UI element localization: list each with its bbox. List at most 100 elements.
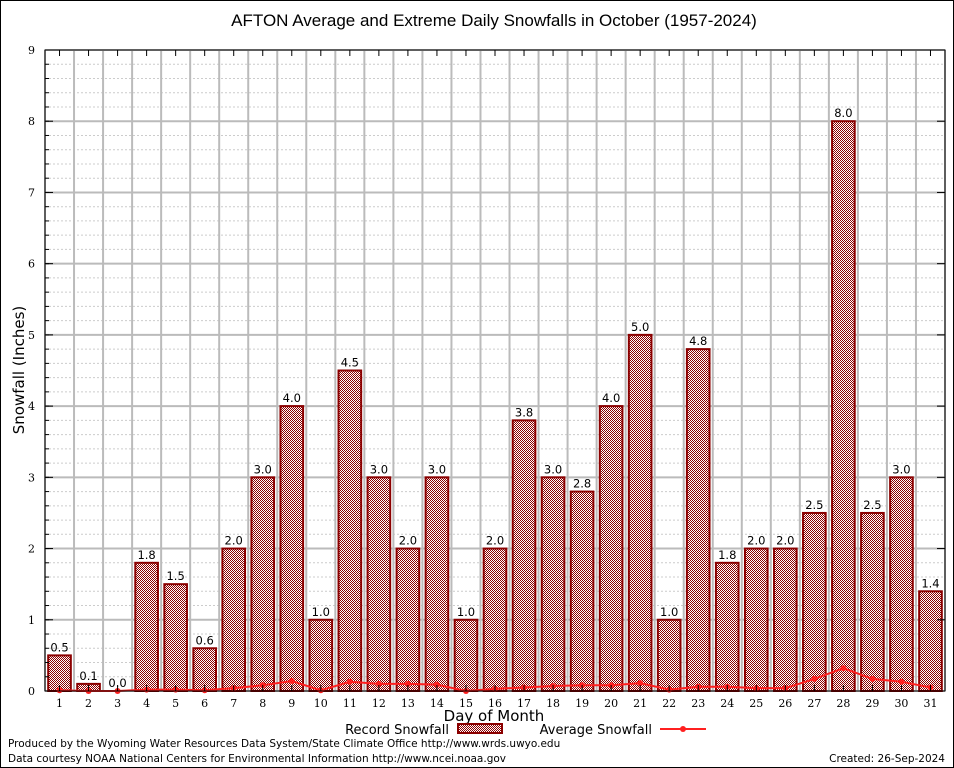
average-point-day-11 bbox=[346, 678, 353, 685]
data-label-day-4: 1.8 bbox=[137, 548, 155, 562]
x-tick-label: 19 bbox=[575, 697, 589, 710]
bar-day-23 bbox=[685, 348, 711, 692]
bar-day-21 bbox=[627, 333, 653, 692]
data-label-day-1: 0.5 bbox=[50, 640, 68, 654]
x-tick-label: 4 bbox=[143, 697, 150, 710]
data-label-day-19: 2.8 bbox=[573, 477, 591, 491]
bar-day-18 bbox=[540, 476, 566, 693]
x-tick-label: 21 bbox=[633, 697, 647, 710]
y-axis-label: Snowfall (Inches) bbox=[10, 306, 28, 434]
legend: Record Snowfall Average Snowfall bbox=[345, 723, 706, 738]
y-tick-label: 5 bbox=[28, 329, 35, 342]
data-label-day-17: 3.8 bbox=[515, 405, 533, 419]
bar-day-25 bbox=[743, 547, 769, 692]
x-tick-label: 13 bbox=[401, 697, 415, 710]
bar-day-31 bbox=[918, 590, 943, 692]
bar-day-5 bbox=[163, 583, 188, 693]
chart-title: AFTON Average and Extreme Daily Snowfall… bbox=[231, 11, 757, 30]
bar-day-20 bbox=[598, 405, 624, 692]
data-label-day-18: 3.0 bbox=[544, 462, 562, 476]
data-label-day-5: 1.5 bbox=[166, 569, 184, 583]
data-label-day-30: 3.0 bbox=[892, 462, 910, 476]
data-label-day-16: 2.0 bbox=[486, 534, 504, 548]
x-tick-label: 15 bbox=[459, 697, 473, 710]
footer-created: Created: 26-Sep-2024 bbox=[829, 753, 945, 765]
data-label-day-3: 0.0 bbox=[108, 676, 126, 690]
x-tick-label: 16 bbox=[488, 697, 502, 710]
bar-day-11 bbox=[337, 369, 363, 692]
bar-day-4 bbox=[134, 561, 159, 692]
x-tick-label: 11 bbox=[343, 697, 357, 710]
legend-label-record: Record Snowfall bbox=[345, 723, 449, 738]
average-point-day-9 bbox=[288, 678, 295, 685]
bar-day-29 bbox=[860, 511, 885, 693]
x-tick-label: 2 bbox=[85, 697, 92, 710]
x-tick-label: 12 bbox=[372, 697, 386, 710]
y-tick-label: 8 bbox=[28, 115, 35, 128]
x-tick-label: 30 bbox=[894, 697, 908, 710]
average-point-day-28 bbox=[840, 665, 847, 672]
x-tick-label: 28 bbox=[836, 697, 850, 710]
bar-day-9 bbox=[279, 405, 305, 692]
legend-label-average: Average Snowfall bbox=[540, 723, 652, 738]
data-label-day-25: 2.0 bbox=[747, 534, 765, 548]
x-tick-label: 22 bbox=[662, 697, 676, 710]
bar-day-15 bbox=[453, 618, 479, 692]
average-point-day-30 bbox=[898, 678, 905, 685]
data-label-day-21: 5.0 bbox=[631, 320, 649, 334]
y-tick-label: 2 bbox=[28, 543, 35, 556]
bar-day-14 bbox=[424, 476, 450, 693]
bar-day-8 bbox=[250, 476, 276, 693]
x-tick-label: 8 bbox=[259, 697, 266, 710]
x-axis-label: Day of Month bbox=[444, 707, 545, 725]
footer-data-courtesy: Data courtesy NOAA National Centers for … bbox=[8, 753, 506, 765]
bar-day-17 bbox=[511, 419, 537, 692]
y-tick-label: 7 bbox=[28, 186, 35, 199]
data-label-day-9: 4.0 bbox=[283, 391, 301, 405]
bar-day-28 bbox=[831, 120, 856, 692]
x-tick-label: 18 bbox=[546, 697, 560, 710]
footer-produced-by: Produced by the Wyoming Water Resources … bbox=[8, 738, 560, 750]
x-tick-label: 9 bbox=[288, 697, 295, 710]
data-label-day-15: 1.0 bbox=[457, 605, 475, 619]
x-tick-label: 1 bbox=[56, 697, 63, 710]
y-tick-label: 1 bbox=[28, 614, 35, 627]
x-tick-label: 25 bbox=[749, 697, 763, 710]
x-tick-label: 6 bbox=[201, 697, 208, 710]
x-tick-label: 3 bbox=[114, 697, 121, 710]
bar-day-7 bbox=[221, 547, 247, 692]
bar-day-13 bbox=[395, 547, 421, 692]
bar-day-27 bbox=[802, 511, 827, 693]
average-point-day-12 bbox=[375, 680, 382, 687]
y-tick-label: 9 bbox=[28, 44, 35, 57]
average-point-day-13 bbox=[404, 680, 411, 687]
bar-day-6 bbox=[192, 647, 218, 692]
data-label-day-29: 2.5 bbox=[863, 498, 881, 512]
data-label-day-22: 1.0 bbox=[660, 605, 678, 619]
x-tick-label: 14 bbox=[430, 697, 444, 710]
bar-day-30 bbox=[889, 476, 914, 693]
x-tick-label: 23 bbox=[691, 697, 705, 710]
bar-day-12 bbox=[366, 476, 392, 693]
bars: 0.5 0.1 0.0 1.8 1.5 0.6 2.0 3.0 4.0 1.0 4.5 3.0 2.0 3… bbox=[47, 106, 943, 693]
y-tick-label: 3 bbox=[28, 471, 35, 484]
average-point-day-29 bbox=[869, 675, 876, 682]
bar-day-24 bbox=[714, 561, 740, 692]
x-tick-label: 27 bbox=[807, 697, 821, 710]
data-label-day-14: 3.0 bbox=[428, 462, 446, 476]
bar-day-19 bbox=[569, 490, 595, 693]
y-tick-label: 6 bbox=[28, 258, 35, 271]
data-label-day-27: 2.5 bbox=[805, 498, 823, 512]
data-label-day-2: 0.1 bbox=[79, 669, 97, 683]
data-label-day-7: 2.0 bbox=[225, 534, 243, 548]
x-tick-label: 24 bbox=[720, 697, 734, 710]
x-tick-label: 5 bbox=[172, 697, 179, 710]
average-point-day-14 bbox=[433, 681, 440, 688]
data-label-day-8: 3.0 bbox=[254, 462, 272, 476]
data-label-day-10: 1.0 bbox=[312, 605, 330, 619]
data-label-day-23: 4.8 bbox=[689, 334, 707, 348]
average-point-day-21 bbox=[637, 680, 644, 687]
y-tick-label: 0 bbox=[28, 685, 35, 698]
bar-day-22 bbox=[656, 618, 682, 692]
